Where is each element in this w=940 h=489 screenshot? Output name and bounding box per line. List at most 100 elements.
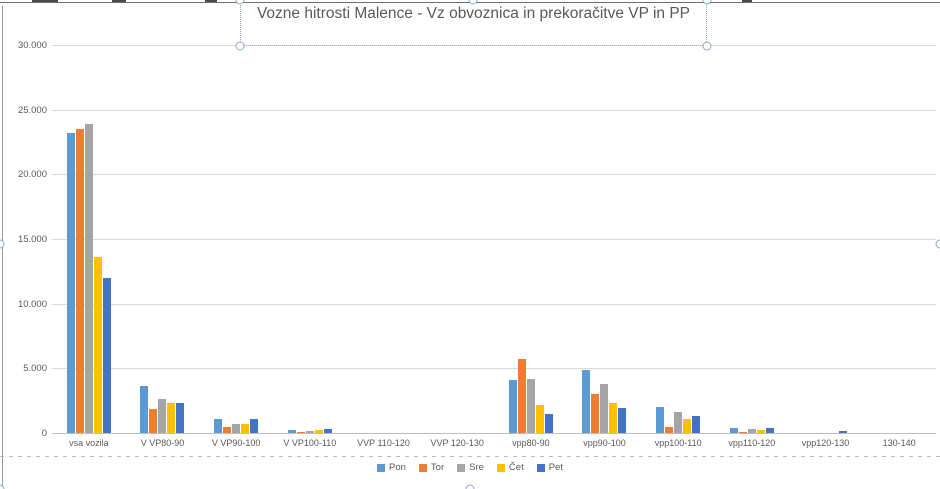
bar-Pet-V VP90-100[interactable] xyxy=(250,419,259,433)
bar-Čet-V VP90-100[interactable] xyxy=(241,424,250,433)
y-tick-label: 5.000 xyxy=(23,363,47,375)
x-axis[interactable]: vsa vozila V VP80-90 V VP90-100 V VP100-110… xyxy=(52,438,936,452)
cutoff-text-fragment xyxy=(742,0,752,2)
bar-group-2 xyxy=(126,45,200,433)
chart-title: Vozne hitrosti Malence - Vz obvoznica in… xyxy=(256,5,691,22)
legend-swatch-icon xyxy=(418,463,427,472)
gridline xyxy=(52,303,936,305)
legend-item-Čet[interactable]: Čet xyxy=(496,462,524,473)
bar-Tor-vpp80-90[interactable] xyxy=(517,359,526,433)
chart-handle-bottom-center[interactable] xyxy=(465,484,475,489)
legend-label: Tor xyxy=(430,462,445,473)
bar-Sre-vpp100-110[interactable] xyxy=(674,412,683,433)
legend-swatch-icon xyxy=(536,463,545,472)
y-tick-label: 15.000 xyxy=(17,234,47,245)
bar-Tor-vpp100-110[interactable] xyxy=(665,427,674,433)
plot-area[interactable] xyxy=(52,45,936,434)
legend-swatch-icon xyxy=(457,463,466,472)
bar-Čet-vpp110-120[interactable] xyxy=(756,430,765,433)
bar-Sre-vsa vozila[interactable] xyxy=(84,124,93,433)
bar-Tor-V VP80-90[interactable] xyxy=(149,409,158,433)
bar-Pet-vsa vozila[interactable] xyxy=(102,278,111,433)
x-category-label: vpp110-120 xyxy=(728,438,776,448)
legend-swatch-icon xyxy=(377,463,386,472)
chart-handle-bottom-left[interactable] xyxy=(0,484,5,489)
bar-Pon-V VP80-90[interactable] xyxy=(140,386,149,433)
bar-Tor-vpp90-100[interactable] xyxy=(591,394,600,433)
y-tick-label: 30.000 xyxy=(17,40,47,51)
bar-group-10 xyxy=(715,45,789,433)
bar-Pon-vpp110-120[interactable] xyxy=(729,428,738,433)
cutoff-text-fragment xyxy=(205,0,217,2)
bar-group-4 xyxy=(273,45,347,433)
title-handle-top-right[interactable] xyxy=(702,0,712,5)
bar-group-6 xyxy=(420,45,494,433)
bar-Čet-V VP100-110[interactable] xyxy=(314,430,323,433)
x-category-label: VVP 110-120 xyxy=(357,438,410,448)
bar-Sre-V VP90-100[interactable] xyxy=(232,424,241,433)
x-category-label: vsa vozila xyxy=(69,438,109,448)
bar-Tor-V VP100-110[interactable] xyxy=(296,432,305,433)
bar-Tor-V VP90-100[interactable] xyxy=(223,427,232,433)
bar-Pet-V VP80-90[interactable] xyxy=(176,403,185,433)
legend-item-Sre[interactable]: Sre xyxy=(457,462,484,473)
bar-Sre-vpp90-100[interactable] xyxy=(600,384,609,433)
chart-title-box[interactable]: Vozne hitrosti Malence - Vz obvoznica in… xyxy=(240,0,707,46)
bar-group-11 xyxy=(789,45,863,433)
bar-Pet-vpp90-100[interactable] xyxy=(618,408,627,433)
x-category-label: V VP100-110 xyxy=(283,438,337,448)
cutoff-text-fragment xyxy=(112,0,126,2)
bar-Čet-vsa vozila[interactable] xyxy=(93,257,102,433)
title-handle-bottom-right[interactable] xyxy=(702,41,712,51)
bar-group-9 xyxy=(641,45,715,433)
bar-Sre-vpp80-90[interactable] xyxy=(526,379,535,433)
chart-legend[interactable]: Pon Tor Sre Čet Pet xyxy=(0,462,940,473)
x-category-label: 130-140 xyxy=(882,438,916,448)
legend-label: Pon xyxy=(389,462,406,473)
bar-Čet-vpp80-90[interactable] xyxy=(535,405,544,433)
bar-Pet-vpp110-120[interactable] xyxy=(765,428,774,433)
bar-Pon-V VP100-110[interactable] xyxy=(287,430,296,433)
bar-Čet-V VP80-90[interactable] xyxy=(167,403,176,433)
bar-Pet-vpp100-110[interactable] xyxy=(692,416,701,433)
legend-label: Čet xyxy=(508,462,524,473)
bar-Čet-vpp100-110[interactable] xyxy=(683,419,692,433)
bar-group-5 xyxy=(347,45,421,433)
bar-Sre-V VP80-90[interactable] xyxy=(158,399,167,433)
bar-Čet-vpp90-100[interactable] xyxy=(609,403,618,433)
bar-Sre-vpp110-120[interactable] xyxy=(747,429,756,433)
x-category-label: vpp90-100 xyxy=(583,438,626,448)
bar-Pon-vpp90-100[interactable] xyxy=(582,370,591,433)
bar-group-12 xyxy=(862,45,936,433)
chart-handle-left-middle[interactable] xyxy=(0,239,5,249)
gridline xyxy=(52,109,936,111)
bar-Pon-vpp80-90[interactable] xyxy=(508,380,517,433)
selection-dashed-line xyxy=(0,456,940,457)
x-category-label: V VP80-90 xyxy=(140,438,185,448)
gridline xyxy=(52,239,936,240)
bar-Pet-V VP100-110[interactable] xyxy=(323,429,332,433)
title-handle-bottom-left[interactable] xyxy=(235,41,245,51)
legend-label: Sre xyxy=(469,462,484,473)
bar-group-7 xyxy=(494,45,568,433)
x-category-label: V VP90-100 xyxy=(211,438,261,448)
bar-Sre-V VP100-110[interactable] xyxy=(305,431,314,433)
bar-Pet-vpp120-130[interactable] xyxy=(839,431,848,433)
bar-Tor-vpp110-120[interactable] xyxy=(738,432,747,433)
legend-item-Pet[interactable]: Pet xyxy=(536,462,563,473)
bar-Tor-vsa vozila[interactable] xyxy=(75,129,84,433)
chart-handle-right-middle[interactable] xyxy=(935,239,940,249)
legend-item-Tor[interactable]: Tor xyxy=(418,462,445,473)
bar-group-1 xyxy=(52,45,126,433)
bar-Pon-vpp100-110[interactable] xyxy=(656,407,665,433)
legend-label: Pet xyxy=(548,462,563,473)
bar-Pet-vpp80-90[interactable] xyxy=(544,414,553,433)
gridline xyxy=(52,433,936,434)
cutoff-text-fragment xyxy=(32,0,58,2)
bar-group-3 xyxy=(199,45,273,433)
bar-Pon-vsa vozila[interactable] xyxy=(66,133,75,433)
y-tick-label: 10.000 xyxy=(17,298,47,310)
gridline xyxy=(52,368,936,370)
bar-Pon-V VP90-100[interactable] xyxy=(214,419,223,433)
legend-item-Pon[interactable]: Pon xyxy=(377,462,406,473)
